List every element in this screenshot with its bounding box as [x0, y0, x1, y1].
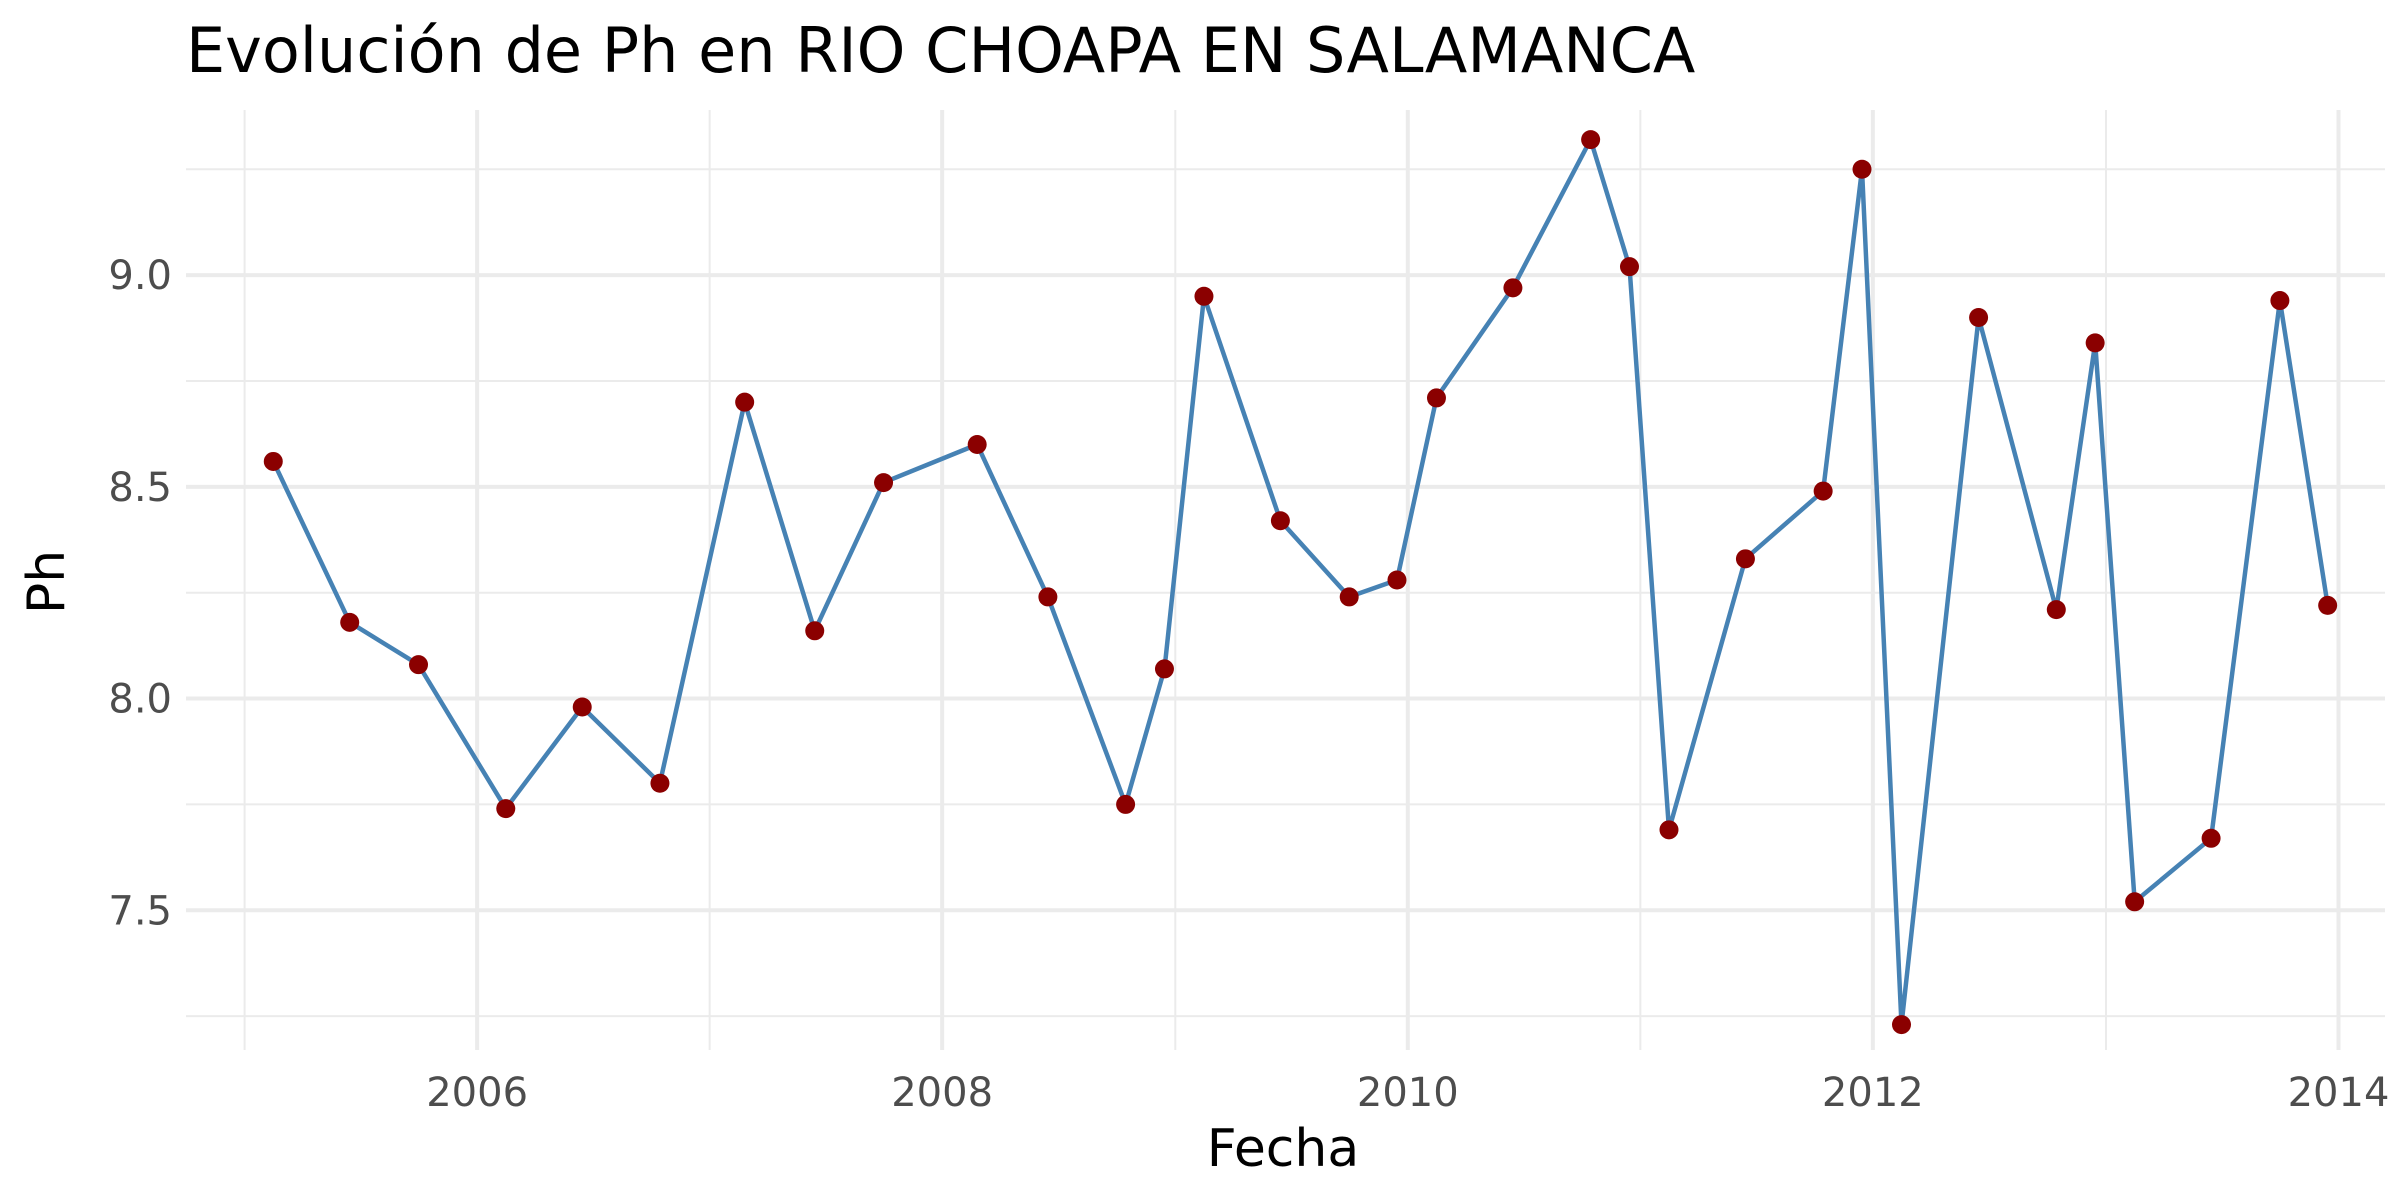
data-point — [1852, 159, 1872, 179]
y-axis-title: Ph — [17, 550, 77, 614]
y-tick-label: 8.0 — [108, 677, 172, 723]
x-tick-label: 2012 — [1822, 1070, 1924, 1116]
data-point — [1038, 587, 1058, 607]
grid — [186, 110, 2385, 1050]
data-point — [1339, 587, 1359, 607]
y-tick-label: 8.5 — [108, 465, 172, 511]
x-axis-title: Fecha — [1207, 1119, 1359, 1179]
data-point — [1270, 511, 1290, 531]
x-tick-label: 2010 — [1357, 1070, 1459, 1116]
x-tick-label: 2006 — [426, 1070, 528, 1116]
data-point — [2270, 291, 2290, 311]
series-line — [271, 137, 2330, 1027]
data-point — [2085, 333, 2105, 353]
data-point — [1387, 570, 1407, 590]
y-tick-label: 7.5 — [108, 888, 172, 934]
data-point — [2318, 595, 2338, 615]
data-point — [735, 392, 755, 412]
data-point — [409, 655, 429, 675]
data-point — [1892, 1015, 1912, 1035]
data-point — [1154, 659, 1174, 679]
data-point — [874, 473, 894, 493]
data-point — [967, 435, 987, 455]
data-point — [340, 612, 360, 632]
data-point — [2125, 892, 2145, 912]
data-point — [650, 773, 670, 793]
data-point — [2201, 828, 2221, 848]
data-point — [805, 621, 825, 641]
data-point — [1659, 820, 1679, 840]
data-point — [1426, 388, 1446, 408]
data-point — [1735, 549, 1755, 569]
data-point — [1813, 481, 1833, 501]
x-tick-label: 2008 — [891, 1070, 993, 1116]
data-point — [1503, 278, 1523, 298]
y-axis-ticks: 7.5 8.0 8.5 9.0 — [108, 253, 172, 934]
x-tick-label: 2014 — [2288, 1070, 2390, 1116]
data-point — [572, 697, 592, 717]
y-tick-label: 9.0 — [108, 253, 172, 299]
data-points — [263, 130, 2338, 1035]
data-point — [1619, 257, 1639, 277]
data-point — [263, 451, 283, 471]
x-axis-ticks: 2006 2008 2010 2012 2014 — [426, 1070, 2389, 1116]
data-point — [2046, 600, 2066, 620]
data-point — [1969, 307, 1989, 327]
data-point — [496, 799, 516, 819]
data-point — [1194, 286, 1214, 306]
data-point — [1116, 794, 1136, 814]
chart-title: Evolución de Ph en RIO CHOAPA EN SALAMAN… — [186, 14, 1695, 87]
data-point — [1581, 130, 1601, 150]
